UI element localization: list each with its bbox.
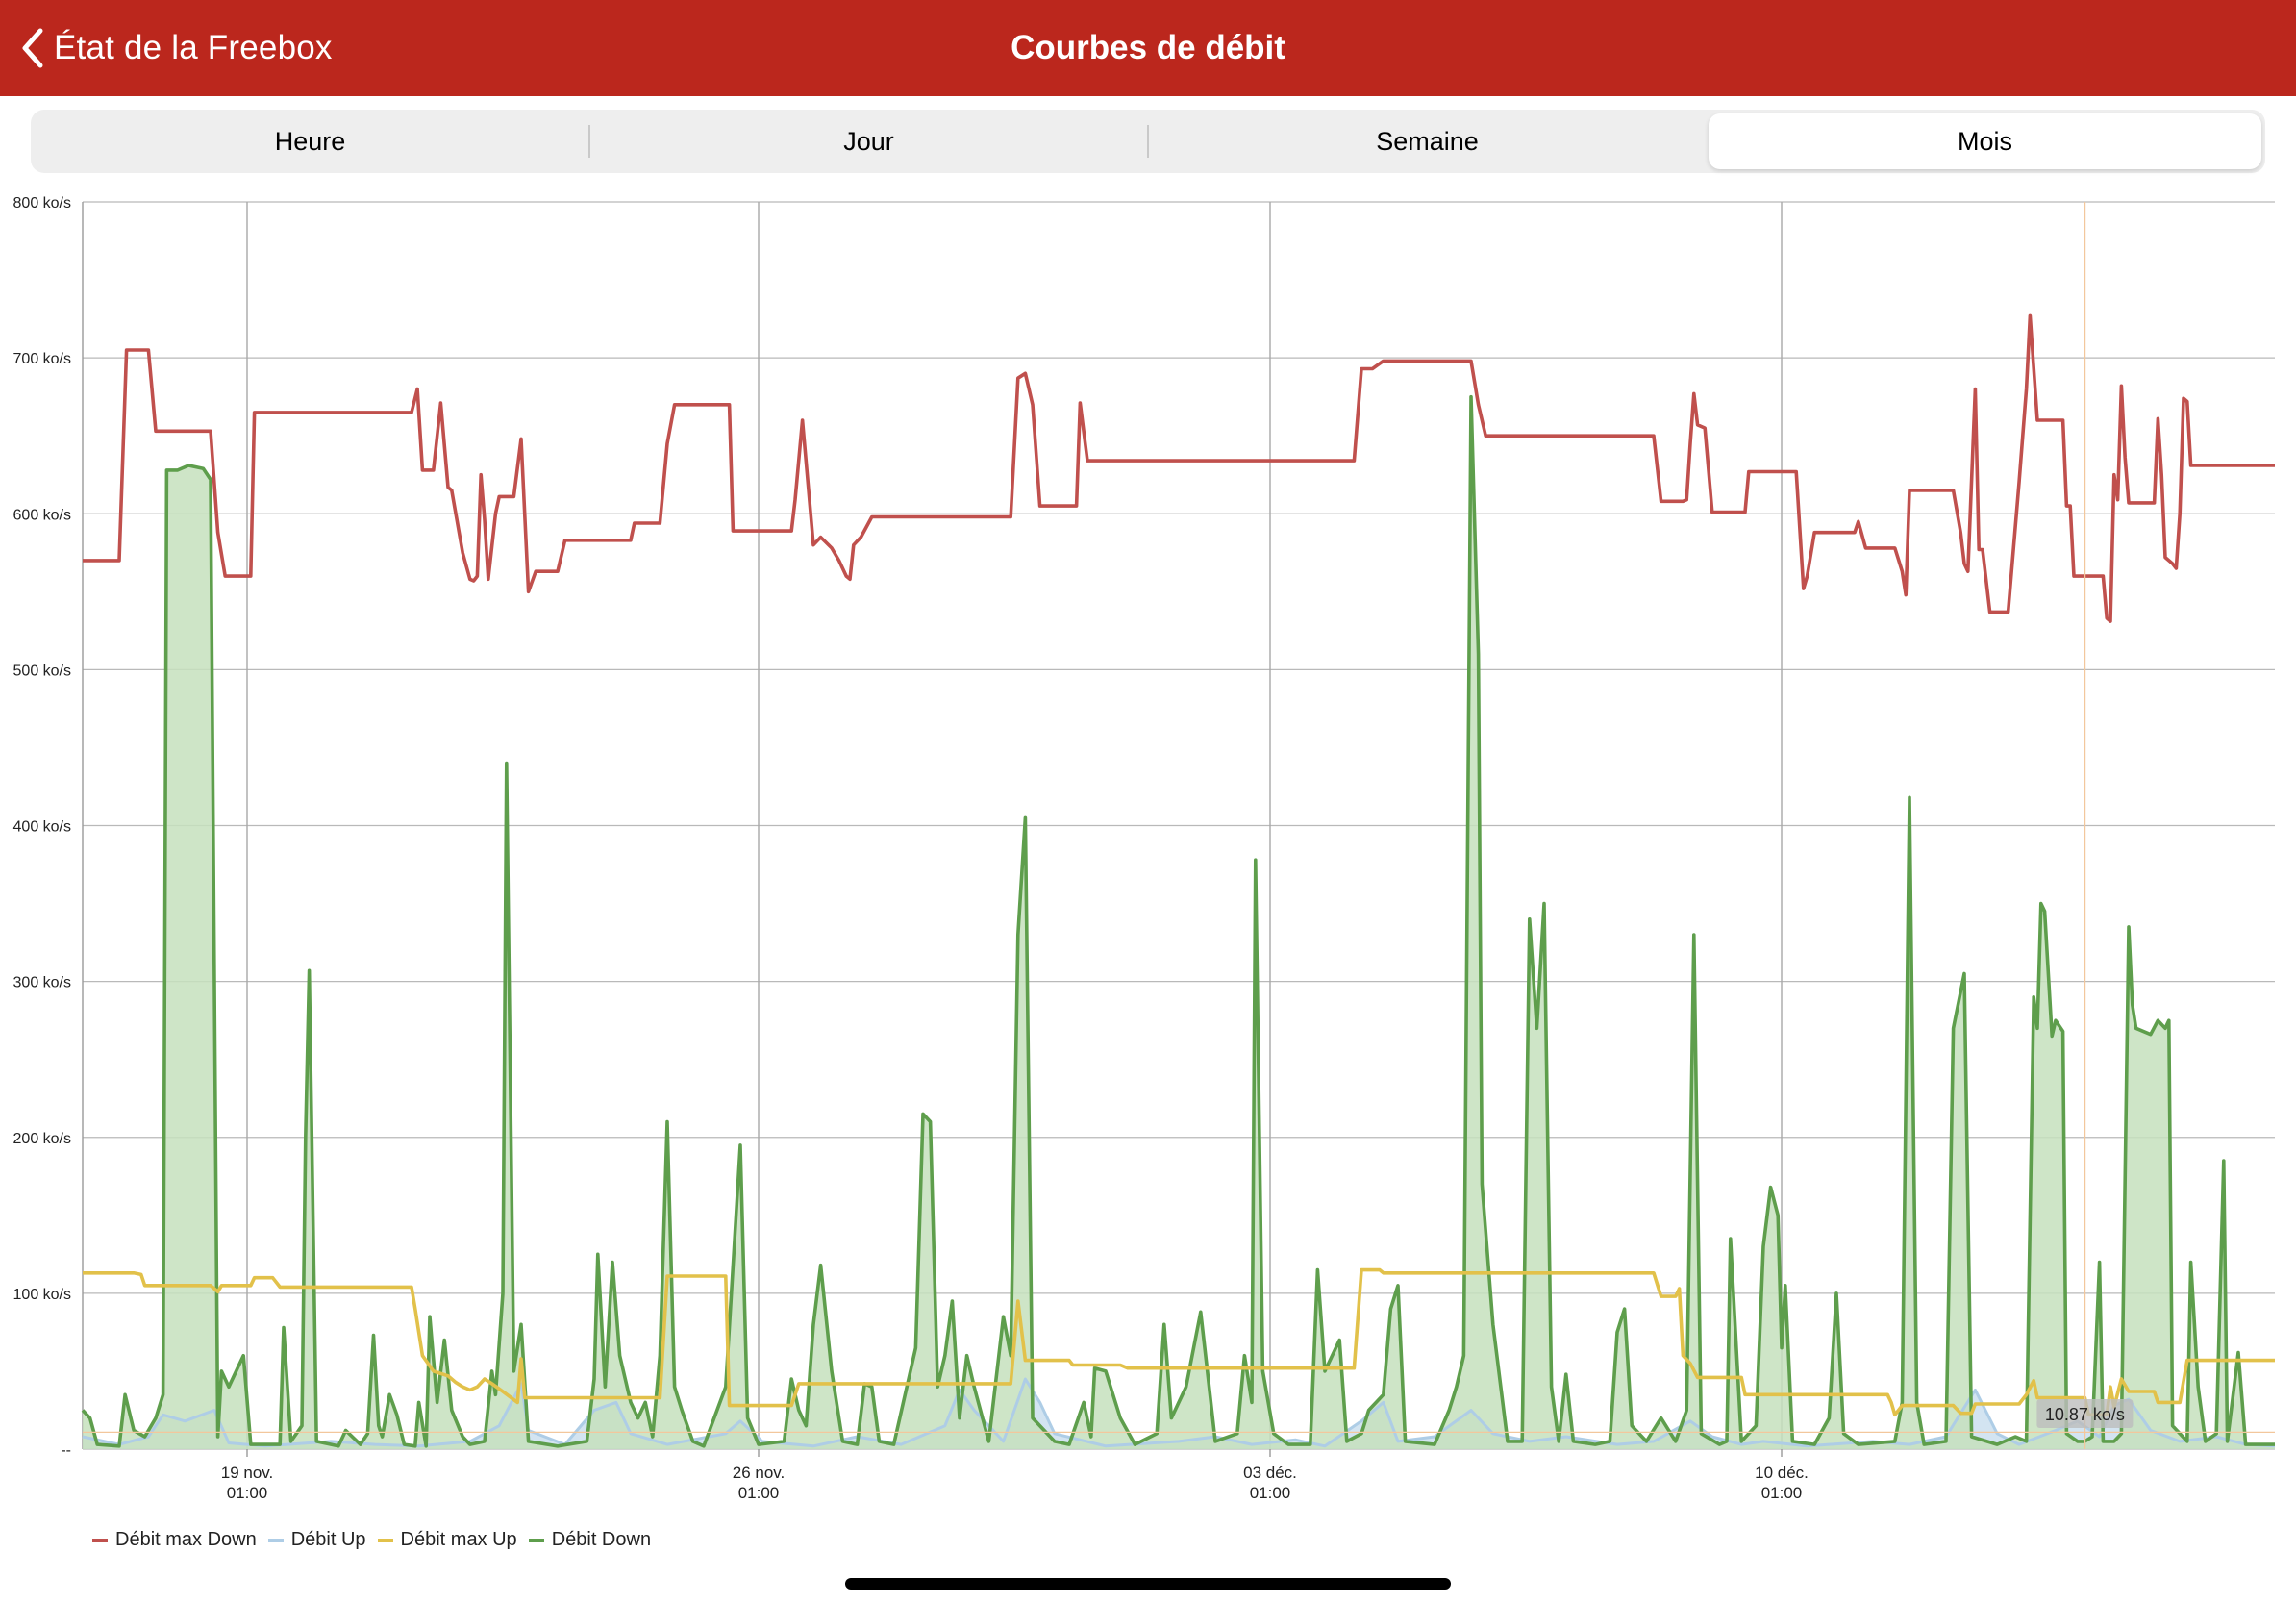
period-segmented-control: Heure Jour Semaine Mois bbox=[31, 110, 2265, 173]
x-tick-label-date: 26 nov. bbox=[733, 1464, 786, 1482]
series-line-d-bit-down bbox=[81, 394, 2275, 1448]
series-line-d-bit-max-down bbox=[83, 313, 2275, 623]
page-title: Courbes de débit bbox=[1011, 29, 1285, 66]
legend-swatch bbox=[528, 1538, 544, 1542]
y-tick-label: 300 ko/s bbox=[13, 975, 71, 991]
x-tick-label-time: 01:00 bbox=[1250, 1484, 1291, 1502]
back-label: État de la Freebox bbox=[54, 29, 333, 66]
x-tick-label-date: 10 déc. bbox=[1755, 1464, 1809, 1482]
x-tick-label-time: 01:00 bbox=[738, 1484, 780, 1502]
y-tick-label: 600 ko/s bbox=[13, 507, 71, 523]
tab-jour[interactable]: Jour bbox=[843, 127, 894, 156]
legend-item-up[interactable]: Débit Up bbox=[267, 1529, 366, 1551]
cursor-value-label: 10.87 ko/s bbox=[2045, 1405, 2125, 1424]
y-tick-label: 800 ko/s bbox=[13, 195, 71, 212]
legend-swatch bbox=[377, 1538, 393, 1542]
home-indicator bbox=[845, 1578, 1451, 1590]
legend-item-max-up[interactable]: Débit max Up bbox=[377, 1529, 517, 1551]
legend-label: Débit Up bbox=[290, 1529, 366, 1550]
legend-swatch bbox=[267, 1538, 284, 1542]
y-tick-label: 200 ko/s bbox=[13, 1131, 71, 1147]
x-tick-label-time: 01:00 bbox=[227, 1484, 268, 1502]
cursor-value-box bbox=[2036, 1399, 2134, 1428]
y-tick-label: 700 ko/s bbox=[13, 351, 71, 367]
legend-label: Débit max Down bbox=[115, 1529, 257, 1550]
legend-label: Débit Down bbox=[551, 1529, 652, 1550]
tab-mois[interactable]: Mois bbox=[1709, 113, 2261, 169]
x-tick-label-time: 01:00 bbox=[1761, 1484, 1803, 1502]
y-tick-label: 400 ko/s bbox=[13, 819, 71, 836]
segment-divider bbox=[588, 125, 590, 158]
y-tick-label: -- bbox=[61, 1442, 71, 1459]
chart-legend: Débit max Down Débit Up Débit max Up Déb… bbox=[92, 1529, 662, 1551]
legend-label: Débit max Up bbox=[400, 1529, 517, 1550]
navigation-bar: État de la Freebox Courbes de débit bbox=[0, 0, 2296, 96]
y-tick-label: 100 ko/s bbox=[13, 1287, 71, 1303]
x-tick-label-date: 19 nov. bbox=[221, 1464, 274, 1482]
x-tick-label-date: 03 déc. bbox=[1243, 1464, 1297, 1482]
legend-item-max-down[interactable]: Débit max Down bbox=[92, 1529, 257, 1551]
throughput-chart[interactable]: -- 100 ko/s 200 ko/s 300 ko/s 400 ko/s 500 ko… bbox=[0, 183, 2296, 1510]
segment-divider bbox=[1147, 125, 1149, 158]
y-tick-label: 500 ko/s bbox=[13, 663, 71, 679]
tab-semaine[interactable]: Semaine bbox=[1376, 127, 1479, 156]
series-line-d-bit-max-up bbox=[83, 1267, 2275, 1417]
series-area-d-bit-down bbox=[83, 396, 2275, 1450]
tab-heure[interactable]: Heure bbox=[274, 127, 346, 156]
legend-swatch bbox=[92, 1538, 108, 1542]
chevron-left-icon bbox=[22, 28, 43, 68]
legend-item-down[interactable]: Débit Down bbox=[528, 1529, 652, 1551]
back-button[interactable]: État de la Freebox bbox=[21, 21, 333, 75]
